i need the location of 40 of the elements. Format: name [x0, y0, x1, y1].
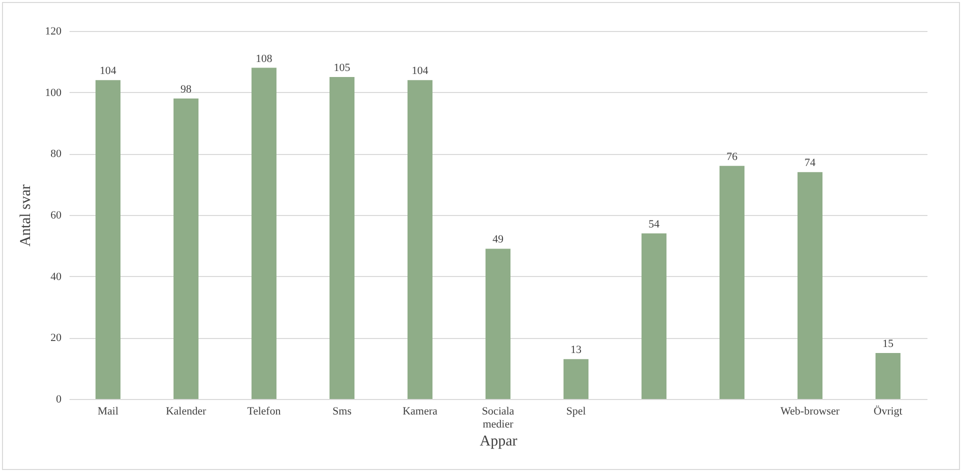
x-tick-label: Spel [566, 406, 586, 418]
x-axis-title: Appar [480, 434, 518, 450]
x-tick-label: Sms [332, 406, 352, 418]
data-label: 15 [882, 338, 894, 350]
bar [720, 166, 744, 399]
x-tick-label: Övrigt [874, 406, 902, 418]
bar [330, 77, 354, 399]
x-tick-label: Mail [98, 406, 118, 418]
y-tick-label: 80 [50, 148, 62, 160]
y-axis-title: Antal svar [18, 184, 34, 247]
y-tick-label: 20 [50, 332, 62, 344]
bar [252, 68, 276, 399]
data-label: 76 [726, 150, 738, 163]
data-label: 104 [412, 65, 429, 78]
data-label: 13 [570, 344, 582, 356]
y-tick-label: 120 [45, 26, 62, 38]
x-tick-label: Telefon [247, 406, 282, 418]
bar [798, 172, 822, 399]
data-label: 105 [334, 62, 351, 74]
data-label: 104 [100, 65, 117, 78]
data-label: 74 [804, 157, 816, 170]
data-label: 108 [256, 52, 273, 65]
x-tick-label: Web-browser [780, 406, 840, 418]
data-label: 49 [492, 234, 504, 246]
bar [96, 80, 120, 399]
y-tick-label: 0 [56, 394, 62, 406]
x-tick-label: Kalender [166, 406, 206, 418]
bar [876, 353, 900, 399]
data-label: 54 [648, 218, 660, 230]
x-tick-label: Kamera [402, 406, 438, 418]
x-tick-label: Sociala medier [482, 406, 514, 430]
bar [486, 248, 510, 399]
bar [642, 233, 666, 399]
y-tick-label: 100 [45, 86, 62, 99]
data-label: 98 [180, 83, 192, 96]
bar [408, 80, 432, 399]
y-tick-label: 40 [50, 270, 62, 283]
bar [564, 359, 588, 399]
y-tick-label: 60 [50, 210, 62, 222]
bar [174, 98, 198, 399]
